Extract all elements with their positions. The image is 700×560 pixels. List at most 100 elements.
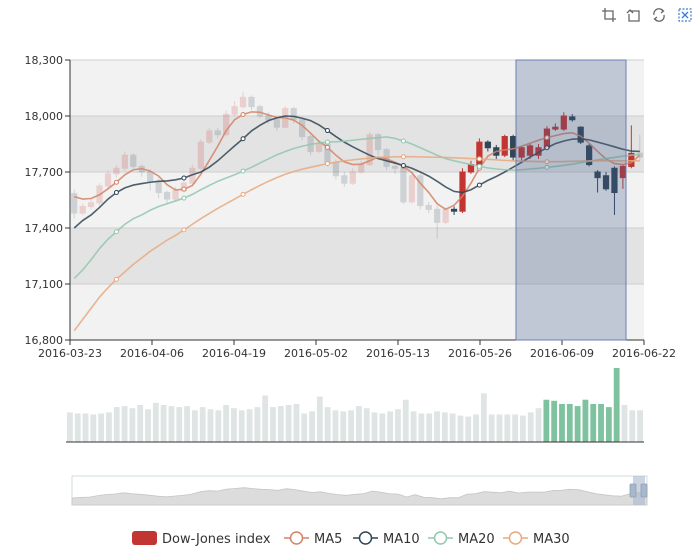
candlestick[interactable] [273,116,280,131]
volume-bar[interactable] [457,415,464,442]
volume-bar[interactable] [621,405,628,442]
volume-bar[interactable] [543,399,550,442]
volume-bar[interactable] [402,399,409,442]
volume-bar[interactable] [301,413,308,442]
candlestick[interactable] [417,172,424,210]
volume-bar[interactable] [410,411,417,442]
volume-bar[interactable] [480,393,487,442]
candlestick[interactable] [501,134,508,158]
volume-bar[interactable] [395,409,401,442]
candlestick[interactable] [248,95,255,111]
volume-bar[interactable] [613,368,620,442]
volume-bar[interactable] [106,412,112,442]
data-view-icon[interactable] [677,7,693,23]
volume-bar[interactable] [231,408,237,442]
volume-bar[interactable] [270,407,276,442]
candlestick[interactable] [239,91,247,109]
zoom-select-icon[interactable] [601,7,617,23]
candlestick[interactable] [400,166,407,204]
volume-bar[interactable] [598,403,604,442]
volume-bar[interactable] [590,403,597,442]
candlestick[interactable] [206,128,213,144]
volume-bar[interactable] [254,407,261,442]
volume-bar[interactable] [387,411,394,442]
candlestick[interactable] [79,203,86,215]
zoom-undo-icon[interactable] [626,7,642,23]
volume-bar[interactable] [566,403,573,442]
volume-bar[interactable] [324,407,331,442]
volume-bar[interactable] [520,415,526,442]
volume-bar[interactable] [74,413,81,442]
legend-item-ma10[interactable]: MA10 [353,531,420,547]
volume-bar[interactable] [426,413,433,442]
volume-bar[interactable] [418,413,425,442]
candlestick[interactable] [341,172,348,187]
volume-bar[interactable] [348,410,354,442]
candlestick[interactable] [476,138,483,167]
candlestick[interactable] [560,112,567,131]
candlestick[interactable] [602,172,610,191]
legend-item-dow-jones-index[interactable]: Dow-Jones index [132,531,271,547]
volume-bar[interactable] [559,403,565,442]
volume-bar[interactable] [121,406,128,442]
volume-bar[interactable] [293,403,300,442]
candlestick[interactable] [552,123,559,131]
volume-bar[interactable] [168,406,175,442]
restore-icon[interactable] [651,7,667,23]
candlestick[interactable] [374,132,382,156]
candlestick[interactable] [349,168,356,186]
candlestick[interactable] [518,145,525,161]
candlestick[interactable] [594,170,601,193]
volume-bar[interactable] [629,410,636,442]
volume-bar[interactable] [637,410,643,442]
candlestick[interactable] [434,205,441,240]
legend-item-ma20[interactable]: MA20 [428,531,495,547]
volume-bar[interactable] [434,411,440,442]
candlestick[interactable] [391,162,399,174]
candlestick[interactable] [104,170,112,189]
volume-bar[interactable] [113,407,120,442]
legend-item-ma30[interactable]: MA30 [503,531,570,547]
volume-bar[interactable] [449,413,456,442]
volume-bar[interactable] [90,414,97,442]
volume-bar[interactable] [512,414,519,442]
volume-bar[interactable] [582,399,589,442]
volume-bar[interactable] [356,406,362,442]
brush-selection[interactable] [515,59,627,341]
volume-bar[interactable] [215,410,222,442]
volume-bar[interactable] [98,413,105,442]
candlestick[interactable] [408,173,415,204]
volume-bar[interactable] [504,414,511,442]
volume-bar[interactable] [496,414,503,442]
candlestick[interactable] [197,139,204,171]
volume-bar[interactable] [441,412,448,442]
handle-grip[interactable] [629,483,637,498]
volume-bar[interactable] [145,409,151,442]
candlestick[interactable] [163,190,171,204]
candlestick[interactable] [586,144,593,167]
candlestick[interactable] [113,165,120,178]
volume-bar[interactable] [332,410,339,442]
volume-bar[interactable] [473,414,479,442]
volume-bar[interactable] [535,408,542,442]
candlestick[interactable] [569,114,576,122]
volume-bar[interactable] [238,410,245,442]
candlestick[interactable] [425,201,432,214]
candlestick[interactable] [121,151,128,172]
volume-bar[interactable] [137,405,144,442]
candlestick[interactable] [87,198,95,210]
volume-bar[interactable] [191,410,198,442]
volume-bar[interactable] [551,400,558,442]
volume-bar[interactable] [160,405,167,442]
candlestick[interactable] [256,104,264,118]
volume-bar[interactable] [262,395,269,442]
candlestick[interactable] [299,117,306,141]
volume-bar[interactable] [246,409,253,442]
volume-bar[interactable] [176,407,183,442]
candlestick[interactable] [214,128,221,139]
volume-bar[interactable] [574,406,581,442]
candlestick[interactable] [71,189,78,219]
volume-bar[interactable] [277,406,284,442]
volume-bar[interactable] [527,412,534,442]
handle-grip[interactable] [640,483,648,498]
